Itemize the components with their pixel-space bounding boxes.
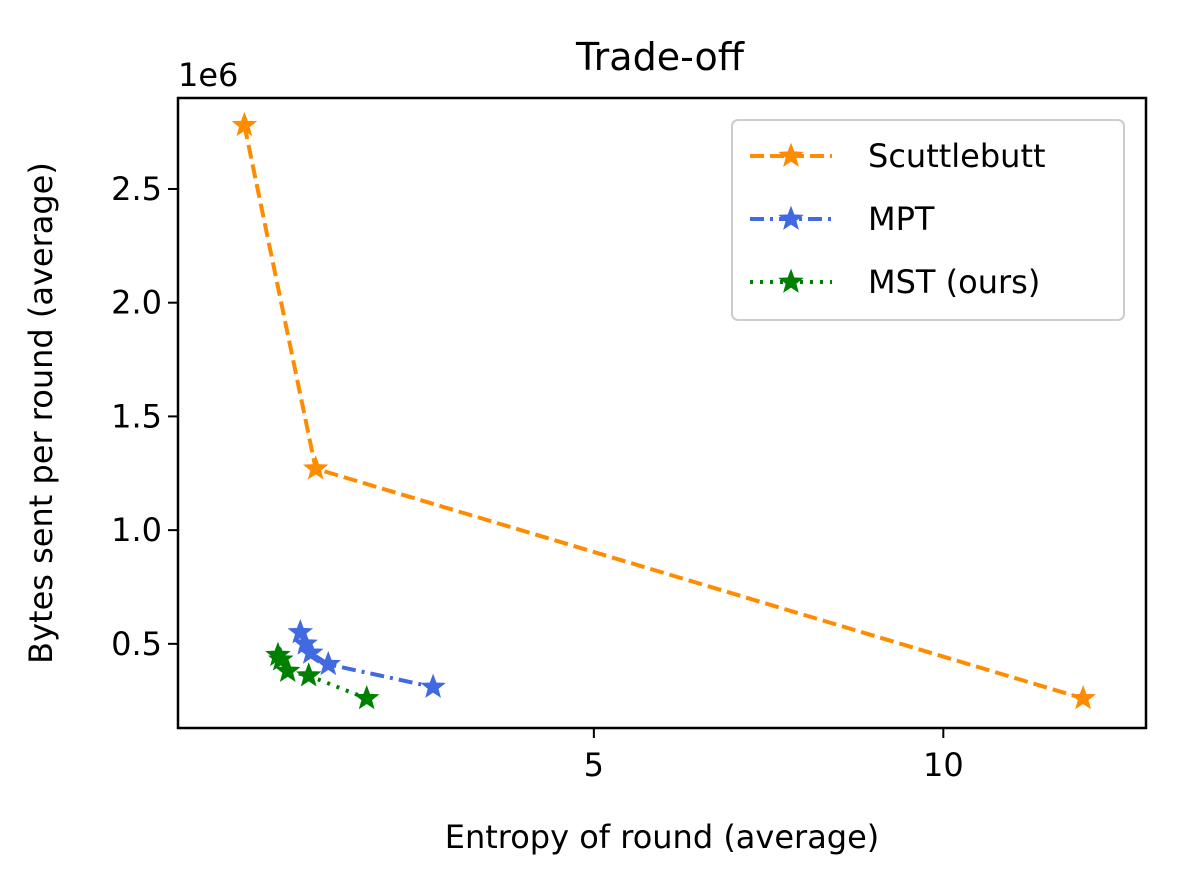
data-point-star	[298, 639, 324, 664]
legend: Scuttlebutt MPT MST (ours)	[731, 119, 1125, 321]
x-tick-label: 10	[923, 746, 964, 784]
chart-title: Trade-off	[575, 35, 745, 79]
legend-label: MST (ours)	[868, 263, 1040, 301]
legend-marker-star	[778, 205, 804, 230]
y-tick-label: 2.5	[111, 170, 162, 208]
plot-frame	[176, 96, 1148, 730]
data-point-star	[287, 619, 314, 644]
legend-marker-star	[778, 142, 804, 167]
y-tick-label: 1.0	[111, 511, 162, 549]
legend-box	[731, 119, 1125, 321]
data-point-star	[420, 673, 446, 698]
legend-label: MPT	[868, 200, 935, 238]
legend-marker-star	[778, 268, 804, 293]
plot-area	[231, 111, 1096, 710]
data-point-star	[231, 111, 258, 137]
axis-ticks: 5 10 0.5 1.0 1.5 2.0 2.5	[111, 170, 964, 784]
data-point-star	[353, 685, 380, 710]
series-line	[276, 654, 368, 701]
x-axis-label: Entropy of round (average)	[445, 818, 880, 856]
y-tick-label: 1.5	[111, 397, 162, 435]
data-point-star	[302, 455, 329, 480]
data-point-star	[274, 657, 301, 683]
y-tick-label: 0.5	[111, 625, 162, 663]
data-point-star	[267, 646, 294, 671]
y-axis-label: Bytes sent per round (average)	[22, 162, 60, 664]
data-point-star	[1070, 685, 1096, 710]
data-point-star	[295, 662, 322, 687]
y-tick-label: 2.0	[111, 284, 162, 322]
legend-label: Scuttlebutt	[868, 137, 1046, 175]
y-offset-label: 1e6	[178, 56, 238, 94]
x-tick-label: 5	[584, 746, 604, 784]
data-point-star	[315, 650, 342, 676]
